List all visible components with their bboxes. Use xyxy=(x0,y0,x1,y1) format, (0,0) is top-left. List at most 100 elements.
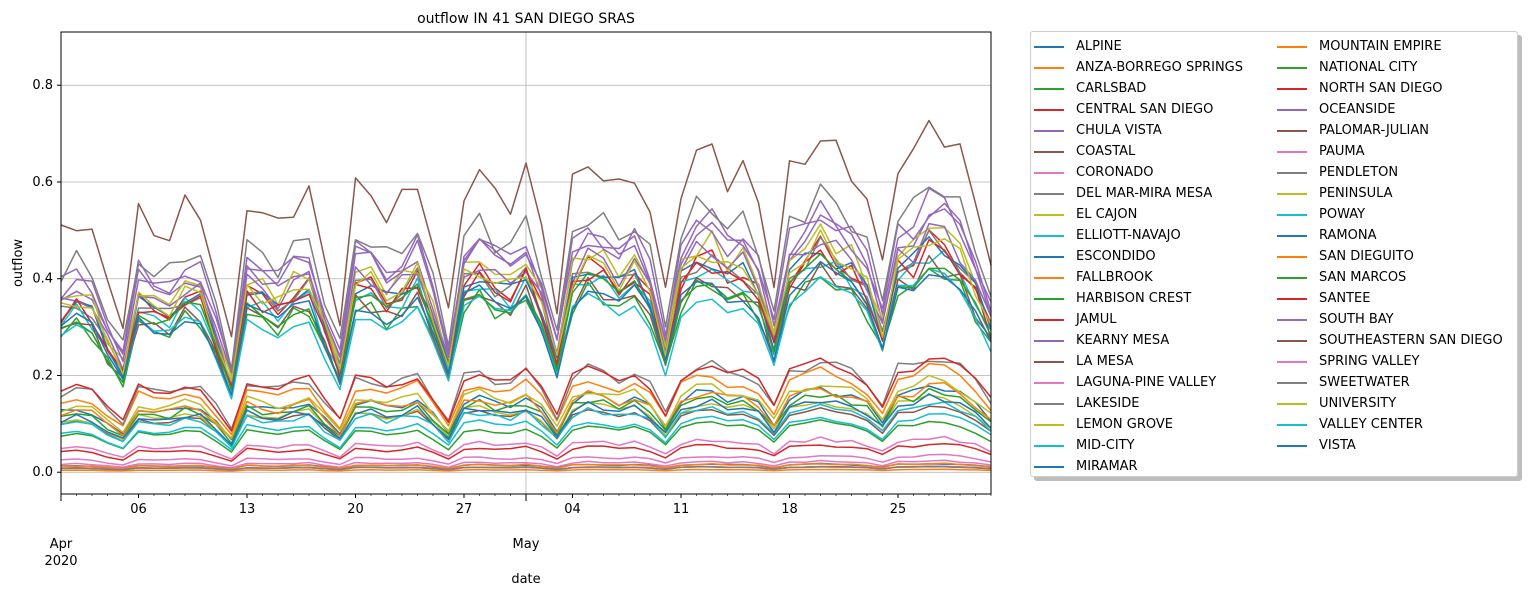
legend-label: SWEETWATER xyxy=(1319,375,1410,390)
x-year-label: 2020 xyxy=(44,554,77,569)
legend-item: LAGUNA-PINE VALLEY xyxy=(1034,372,1243,393)
legend-column-1: ALPINE ANZA-BORREGO SPRINGS CARLSBAD CENTRA… xyxy=(1034,36,1243,477)
legend-swatch xyxy=(1277,150,1307,153)
legend-item: LAKESIDE xyxy=(1034,393,1243,414)
legend-label: VISTA xyxy=(1319,438,1356,453)
legend-item: SAN MARCOS xyxy=(1277,267,1503,288)
legend-label: UNIVERSITY xyxy=(1319,396,1397,411)
legend-item: KEARNY MESA xyxy=(1034,330,1243,351)
series-line-spring-valley xyxy=(60,435,992,460)
legend-label: SANTEE xyxy=(1319,291,1371,306)
legend-item: CHULA VISTA xyxy=(1034,120,1243,141)
y-axis-ticks: 0.0 0.2 0.4 0.6 0.8 xyxy=(32,78,61,480)
legend-label: KEARNY MESA xyxy=(1076,333,1170,348)
series-line-fallbrook xyxy=(60,362,992,436)
legend-item: SWEETWATER xyxy=(1277,372,1503,393)
legend-item: EL CAJON xyxy=(1034,204,1243,225)
legend-swatch xyxy=(1277,87,1307,90)
legend-swatch xyxy=(1277,171,1307,174)
legend-label: NATIONAL CITY xyxy=(1319,60,1418,75)
legend-column-2: MOUNTAIN EMPIRE NATIONAL CITY NORTH SAN DI… xyxy=(1277,36,1503,456)
legend-label: LEMON GROVE xyxy=(1076,417,1173,432)
legend-item: MIRAMAR xyxy=(1034,456,1243,477)
legend-item: SAN DIEGUITO xyxy=(1277,246,1503,267)
legend-item: SOUTHEASTERN SAN DIEGO xyxy=(1277,330,1503,351)
legend-swatch xyxy=(1277,213,1307,216)
legend-item: LA MESA xyxy=(1034,351,1243,372)
series-line-pendleton xyxy=(60,465,992,471)
legend-label: PENINSULA xyxy=(1319,186,1393,201)
legend-item: CARLSBAD xyxy=(1034,78,1243,99)
legend-label: CENTRAL SAN DIEGO xyxy=(1076,102,1214,117)
legend-label: LAGUNA-PINE VALLEY xyxy=(1076,375,1217,390)
series-line-harbison-crest xyxy=(60,419,992,453)
legend-swatch xyxy=(1277,276,1307,279)
legend-item: VALLEY CENTER xyxy=(1277,414,1503,435)
legend-item: RAMONA xyxy=(1277,225,1503,246)
legend-item: JAMUL xyxy=(1034,309,1243,330)
legend-item: PALOMAR-JULIAN xyxy=(1277,120,1503,141)
legend-label: MIRAMAR xyxy=(1076,459,1138,474)
legend-swatch xyxy=(1034,339,1064,342)
series-line-oceanside xyxy=(60,199,992,370)
legend-item: SANTEE xyxy=(1277,288,1503,309)
legend-item: CORONADO xyxy=(1034,162,1243,183)
series-line-santee xyxy=(60,357,992,432)
legend-swatch xyxy=(1277,444,1307,447)
legend-item: SOUTH BAY xyxy=(1277,309,1503,330)
legend-item: MOUNTAIN EMPIRE xyxy=(1277,36,1503,57)
legend-label: EL CAJON xyxy=(1076,207,1138,222)
legend-swatch xyxy=(1034,423,1064,426)
legend-item: FALLBROOK xyxy=(1034,267,1243,288)
series-line-kearny-mesa xyxy=(60,222,992,387)
legend-swatch xyxy=(1034,129,1064,132)
y-tick-label: 0.6 xyxy=(32,175,53,190)
series-line-north-san-diego xyxy=(60,238,992,388)
x-tick-label: 27 xyxy=(456,502,473,517)
legend-label: SOUTHEASTERN SAN DIEGO xyxy=(1319,333,1503,348)
legend-swatch xyxy=(1277,129,1307,132)
series-line-ramona xyxy=(60,393,992,446)
legend-swatch xyxy=(1277,234,1307,237)
legend-swatch xyxy=(1034,276,1064,279)
series-line-sweetwater xyxy=(60,183,992,371)
legend-swatch xyxy=(1034,444,1064,447)
legend-label: OCEANSIDE xyxy=(1319,102,1396,117)
series-line-valley-center xyxy=(60,413,992,451)
legend-label: PAUMA xyxy=(1319,144,1365,159)
x-tick-label: 25 xyxy=(890,502,907,517)
legend-label: LA MESA xyxy=(1076,354,1134,369)
legend-item: VISTA xyxy=(1277,435,1503,456)
legend-swatch xyxy=(1034,108,1064,111)
x-axis-ticks: 06 13 20 27 04 11 18 25 Apr 2020 May xyxy=(44,494,992,569)
x-tick-label: 06 xyxy=(130,502,147,517)
legend-swatch xyxy=(1034,297,1064,300)
legend-label: JAMUL xyxy=(1076,312,1117,327)
legend-label: ESCONDIDO xyxy=(1076,249,1156,264)
legend-swatch xyxy=(1034,45,1064,48)
legend-label: VALLEY CENTER xyxy=(1319,417,1423,432)
legend-label: SPRING VALLEY xyxy=(1319,354,1420,369)
legend-label: SAN MARCOS xyxy=(1319,270,1407,285)
series-line-mountain-empire xyxy=(60,462,992,470)
legend-item: PAUMA xyxy=(1277,141,1503,162)
legend-swatch xyxy=(1034,318,1064,321)
series-line-vista xyxy=(60,260,992,396)
series-line-san-marcos xyxy=(60,253,992,391)
legend-swatch xyxy=(1034,150,1064,153)
legend-swatch xyxy=(1034,255,1064,258)
legend-item: COASTAL xyxy=(1034,141,1243,162)
x-axis-label: date xyxy=(511,572,540,587)
x-month-label: May xyxy=(513,537,540,552)
legend-item: CENTRAL SAN DIEGO xyxy=(1034,99,1243,120)
chart-title: outflow IN 41 SAN DIEGO SRAS xyxy=(417,11,635,27)
legend-item: OCEANSIDE xyxy=(1277,99,1503,120)
legend-swatch xyxy=(1277,360,1307,363)
legend-swatch xyxy=(1277,255,1307,258)
legend-label: MID-CITY xyxy=(1076,438,1135,453)
legend-swatch xyxy=(1034,381,1064,384)
series-line-university xyxy=(60,374,992,439)
legend-swatch xyxy=(1034,402,1064,405)
legend-swatch xyxy=(1034,171,1064,174)
